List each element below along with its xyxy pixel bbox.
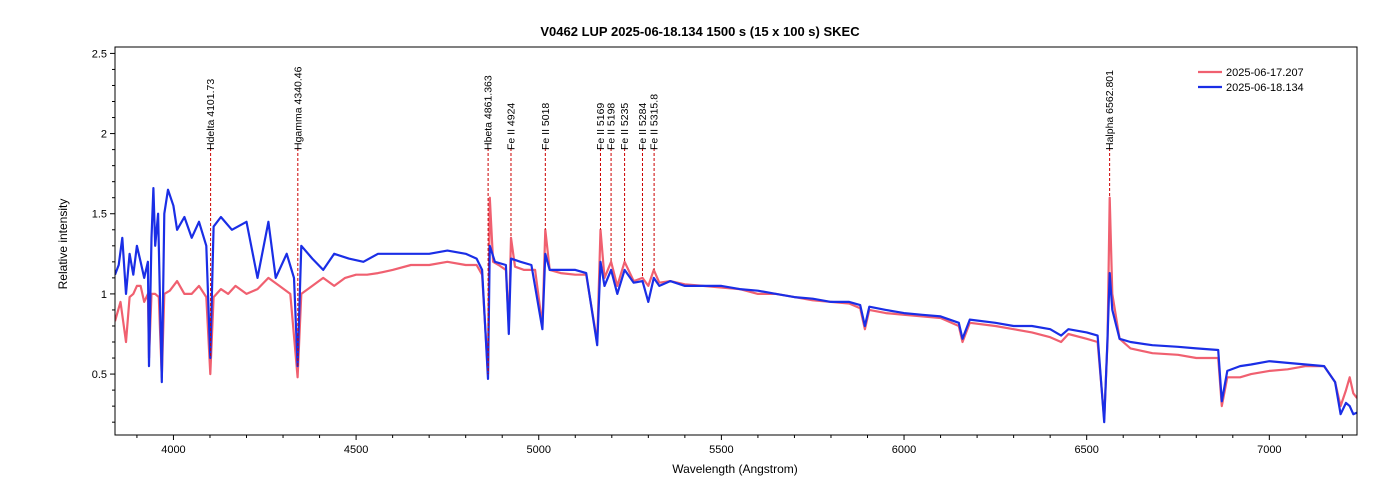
legend-label-2: 2025-06-18.134 bbox=[1226, 82, 1304, 94]
marker-label-7: Fe II 5198 bbox=[606, 103, 618, 150]
marker-label-8: Fe II 5235 bbox=[619, 103, 631, 150]
series-layer bbox=[115, 187, 1357, 424]
x-tick-label-1: 4000 bbox=[161, 444, 185, 456]
x-tick-label-6: 6500 bbox=[1074, 444, 1098, 456]
x-tick-label-3: 5000 bbox=[526, 444, 550, 456]
marker-label-1: Hdelta 4101.73 bbox=[205, 79, 217, 150]
marker-label-9: Fe II 5284 bbox=[637, 103, 649, 150]
marker-label-11: Halpha 6562.801 bbox=[1104, 70, 1116, 150]
y-tick-label-1: 0.5 bbox=[92, 369, 107, 381]
marker-layer: Hdelta 4101.73 Hgamma 4340.46 Hbeta 4861.3… bbox=[205, 66, 1116, 375]
marker-label-2: Hgamma 4340.46 bbox=[292, 66, 304, 150]
y-tick-label-3: 1.5 bbox=[92, 209, 107, 221]
y-tick-label-5: 2.5 bbox=[92, 48, 107, 60]
series-line-2 bbox=[115, 187, 1357, 424]
x-tick-label-2: 4500 bbox=[344, 444, 368, 456]
x-tick-label-5: 6000 bbox=[892, 444, 916, 456]
marker-label-6: Fe II 5169 bbox=[595, 103, 607, 150]
y-tick-label-2: 1 bbox=[101, 289, 107, 301]
legend-label-1: 2025-06-17.207 bbox=[1226, 67, 1304, 79]
x-tick-label-4: 5500 bbox=[709, 444, 733, 456]
marker-label-4: Fe II 4924 bbox=[505, 103, 517, 150]
axis-layer: 4000 4500 5000 5500 6000 6500 7000 0.5 1 1.5 2 2.5 bbox=[92, 46, 1358, 456]
x-axis-label: Wavelength (Angstrom) bbox=[672, 462, 798, 476]
chart-title: V0462 LUP 2025-06-18.134 1500 s (15 x 10… bbox=[540, 24, 860, 39]
marker-label-5: Fe II 5018 bbox=[540, 103, 552, 150]
x-tick-label-7: 7000 bbox=[1257, 444, 1281, 456]
y-tick-label-4: 2 bbox=[101, 129, 107, 141]
legend: 2025-06-17.207 2025-06-18.134 bbox=[1198, 67, 1304, 94]
plot-frame bbox=[114, 46, 1358, 436]
marker-label-10: Fe II 5315.8 bbox=[649, 94, 661, 150]
series-line-1 bbox=[115, 196, 1357, 421]
marker-label-3: Hbeta 4861.363 bbox=[483, 75, 495, 150]
